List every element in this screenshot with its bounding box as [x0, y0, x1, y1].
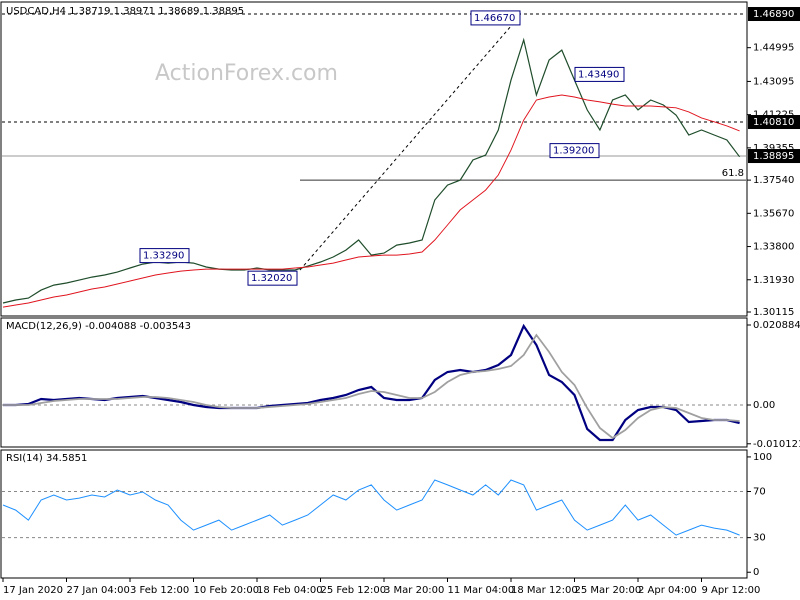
y-tick-label: 1.30115: [753, 307, 794, 318]
y-tick-label: 0.020884: [753, 320, 800, 331]
y-tick-label: 1.37540: [753, 175, 794, 186]
x-tick-label: 10 Feb 20:00: [194, 585, 260, 596]
y-tick-label: 100: [753, 452, 772, 463]
panel-title: MACD(12,26,9) -0.004088 -0.003543: [6, 321, 191, 332]
x-tick-label: 3 Mar 20:00: [384, 585, 444, 596]
level-box: [748, 149, 800, 164]
price-panel: [0, 1, 748, 317]
macd-panel: [0, 317, 748, 448]
price-annotation-box: [549, 143, 600, 159]
series-line: [2, 479, 740, 536]
price-annotation-box: [470, 10, 521, 26]
watermark: ActionForex.com: [155, 61, 338, 86]
y-tick-label: 70: [753, 487, 766, 498]
x-tick-label: 18 Mar 12:00: [511, 585, 578, 596]
y-tick-label: 1.39355: [753, 143, 794, 154]
x-tick-label: 3 Feb 12:00: [130, 585, 189, 596]
level-box: [748, 7, 800, 22]
series-line: [2, 37, 741, 304]
y-tick-label: 1.44995: [753, 43, 794, 54]
series-line: [3, 333, 740, 440]
level-label: 1.46890: [753, 9, 794, 20]
level-label: 1.40810: [753, 117, 794, 128]
price-annotation-box: [574, 66, 625, 82]
y-tick-label: -0.010121: [753, 439, 800, 450]
price-annotation: 1.39200: [553, 146, 594, 157]
x-tick-label: 18 Feb 04:00: [257, 585, 323, 596]
y-tick-label: 0: [753, 567, 759, 578]
y-tick-label: 1.43095: [753, 76, 794, 87]
x-tick-label: 25 Feb 12:00: [321, 585, 387, 596]
panel-title: RSI(14) 34.5851: [6, 453, 87, 464]
x-tick-label: 17 Jan 2020: [3, 585, 63, 596]
x-tick-label: 11 Mar 04:00: [448, 585, 515, 596]
level-label: 1.38895: [753, 151, 794, 162]
x-tick-label: 9 Apr 12:00: [702, 585, 761, 596]
y-tick-label: 1.33800: [753, 242, 794, 253]
x-tick-label: 2 Apr 04:00: [638, 585, 697, 596]
panel-title: USDCAD,H4 1.38719 1.38971 1.38689 1.3889…: [6, 6, 244, 17]
x-tick-label: 27 Jan 04:00: [67, 585, 130, 596]
y-tick-label: 1.31930: [753, 275, 794, 286]
price-annotation: 1.46670: [474, 13, 515, 24]
y-tick-label: 30: [753, 533, 766, 544]
series-line: [2, 94, 740, 308]
price-annotation: 1.43490: [578, 69, 619, 80]
fib-label: 61.8: [722, 168, 744, 179]
series-line: [3, 323, 740, 442]
y-tick-label: 0.00: [753, 400, 775, 411]
price-annotation-box: [247, 270, 298, 286]
price-annotation: 1.32020: [251, 273, 292, 284]
rsi-panel: [0, 449, 748, 579]
level-box: [748, 115, 800, 130]
price-annotation: 1.33290: [143, 251, 184, 262]
y-tick-label: 1.35670: [753, 208, 794, 219]
x-tick-label: 25 Mar 20:00: [575, 585, 642, 596]
trend-line: [299, 17, 519, 271]
price-annotation-box: [139, 248, 190, 264]
